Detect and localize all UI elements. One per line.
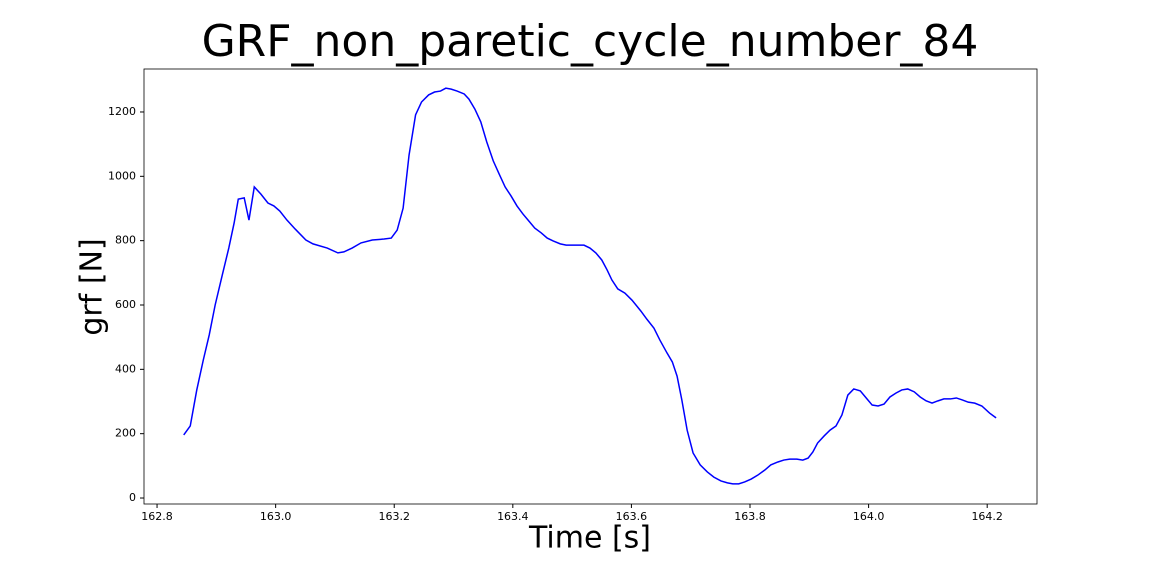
x-axis-label: Time [s] [528,521,651,556]
data-line [183,87,997,485]
x-tick-label: 163.4 [497,510,529,523]
y-tick-label: 800 [115,234,136,247]
x-tick-label: 163.0 [260,510,292,523]
y-axis-label: grf [N] [75,238,110,335]
plot-frame [143,68,1038,505]
x-tick-label: 163.2 [378,510,410,523]
y-tick-label: 1000 [108,169,136,182]
x-tick-label: 163.8 [734,510,766,523]
x-tick-label: 162.8 [141,510,173,523]
y-tick-label: 1200 [108,105,136,118]
x-tick-label: 164.2 [971,510,1003,523]
chart-title: GRF_non_paretic_cycle_number_84 [202,16,979,67]
x-tick-label: 164.0 [853,510,885,523]
y-tick-label: 0 [129,491,136,504]
x-tick-label: 163.6 [616,510,648,523]
y-tick-label: 600 [115,298,136,311]
y-tick-label: 200 [115,427,136,440]
y-tick-label: 400 [115,362,136,375]
